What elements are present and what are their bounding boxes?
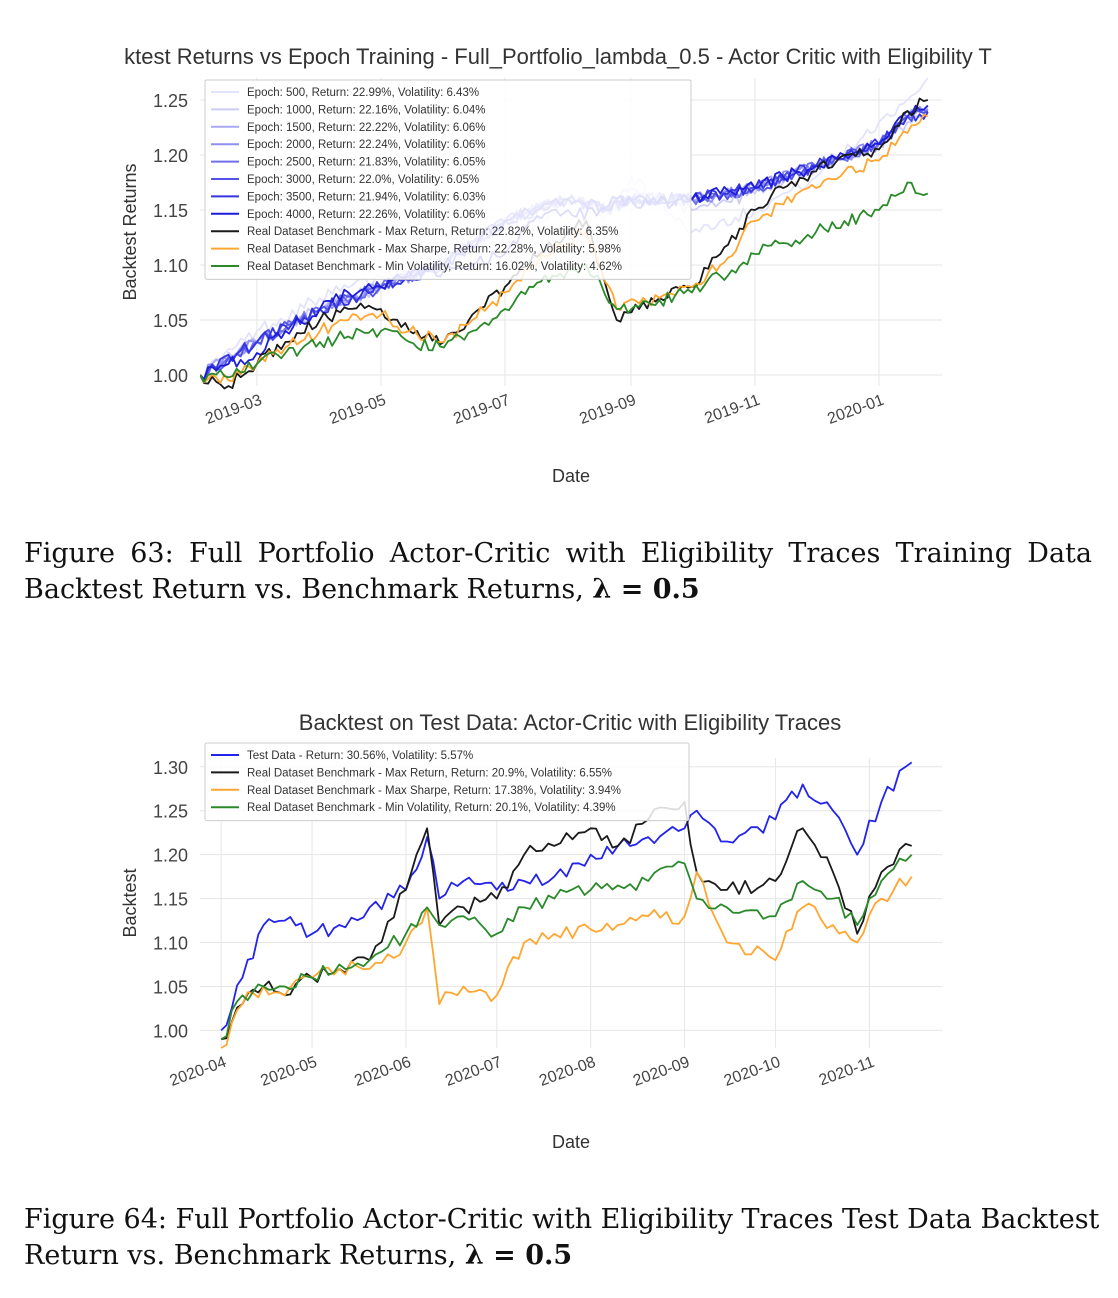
x-tick-label: 2020-04: [168, 1054, 229, 1090]
y-tick-label: 1.10: [153, 934, 188, 954]
x-tick-label: 2020-10: [722, 1054, 783, 1090]
legend-box: [204, 79, 692, 280]
x-tick-label: 2020-11: [817, 1054, 877, 1090]
legend: Epoch: 500, Return: 22.99%, Volatility: …: [204, 79, 692, 280]
series-line: [220, 761, 913, 1032]
x-tick-label: 2019-11: [702, 392, 762, 428]
y-tick-label: 1.05: [153, 311, 188, 331]
y-tick-label: 1.25: [153, 802, 188, 822]
y-tick-label: 1.25: [153, 91, 188, 111]
figure-63: 1.00 1.05 1.10 1.15 1.20 1.25 2019-03 2019-05 20…: [0, 0, 1118, 500]
legend-entry: Epoch: 2500, Return: 21.83%, Volatility:…: [247, 157, 485, 169]
caption-line-1: Figure 63: Full Portfolio Actor-Critic w…: [24, 538, 1092, 569]
y-tick-label: 1.05: [153, 977, 188, 997]
series-line: [220, 854, 913, 1040]
y-axis-label: Backtest Returns: [120, 163, 140, 300]
x-tick-label: 2020-01: [825, 392, 886, 428]
legend-entry: Epoch: 2000, Return: 22.24%, Volatility:…: [247, 139, 485, 151]
x-axis-label: Date: [552, 466, 590, 486]
x-tick-label: 2020-09: [631, 1054, 692, 1090]
series-line: [221, 801, 912, 1041]
chart-test-backtest: 1.00 1.05 1.10 1.15 1.20 1.25 1.30 2020-04 2020-…: [120, 710, 942, 1152]
x-tick-label: 2020-05: [258, 1054, 319, 1090]
y-tick-label: 1.15: [153, 201, 188, 221]
legend-entry: Real Dataset Benchmark - Max Sharpe, Ret…: [247, 785, 621, 797]
figure-64: 1.00 1.05 1.10 1.15 1.20 1.25 1.30 2020-04 2020-…: [0, 700, 1118, 1170]
y-tick-label: 1.15: [153, 890, 188, 910]
legend-entry: Epoch: 500, Return: 22.99%, Volatility: …: [247, 87, 479, 99]
legend-box: [204, 742, 690, 822]
y-tick-label: 1.20: [153, 846, 188, 866]
caption-lambda: λ = 0.5: [464, 1240, 573, 1271]
x-tick-label: 2020-06: [352, 1054, 413, 1090]
legend-entry: Test Data - Return: 30.56%, Volatility: …: [247, 750, 473, 762]
x-tick-label: 2020-08: [537, 1054, 598, 1090]
caption-lambda: λ = 0.5: [592, 574, 700, 605]
legend-entry: Real Dataset Benchmark - Max Return, Ret…: [247, 767, 612, 779]
legend-entry: Epoch: 3000, Return: 22.0%, Volatility: …: [247, 174, 479, 186]
legend-entry: Real Dataset Benchmark - Min Volatility,…: [247, 802, 616, 814]
caption-line-2: Backtest Return vs. Benchmark Returns,: [24, 574, 593, 605]
y-tick-label: 1.10: [153, 256, 188, 276]
y-tick-label: 1.00: [153, 366, 188, 386]
series-group: [220, 761, 913, 1049]
caption-line-2: Return vs. Benchmark Returns,: [24, 1240, 465, 1271]
legend: Test Data - Return: 30.56%, Volatility: …: [204, 742, 690, 822]
legend-entry: Epoch: 1500, Return: 22.22%, Volatility:…: [247, 122, 485, 134]
x-tick-label: 2019-03: [203, 392, 264, 428]
x-tick-label: 2019-07: [451, 392, 512, 428]
legend-entry: Real Dataset Benchmark - Max Return, Ret…: [247, 226, 618, 238]
y-tick-label: 1.30: [153, 758, 188, 778]
caption-line-1: Figure 64: Full Portfolio Actor-Critic w…: [24, 1204, 1100, 1235]
figure-64-caption: Figure 64: Full Portfolio Actor-Critic w…: [24, 1202, 1100, 1274]
y-tick-label: 1.20: [153, 146, 188, 166]
legend-entry: Epoch: 3500, Return: 21.94%, Volatility:…: [247, 191, 485, 203]
chart-title: ktest Returns vs Epoch Training - Full_P…: [124, 44, 992, 69]
legend-entry: Real Dataset Benchmark - Max Sharpe, Ret…: [247, 244, 621, 256]
y-tick-label: 1.00: [153, 1021, 188, 1041]
x-tick-label: 2019-09: [577, 392, 638, 428]
figure-63-caption: Figure 63: Full Portfolio Actor-Critic w…: [24, 536, 1092, 608]
legend-entry: Epoch: 1000, Return: 22.16%, Volatility:…: [247, 104, 485, 116]
chart-training-backtest: 1.00 1.05 1.10 1.15 1.20 1.25 2019-03 2019-05 20…: [120, 44, 992, 486]
y-axis-label: Backtest: [120, 868, 140, 937]
x-tick-label: 2019-05: [327, 392, 388, 428]
x-axis-label: Date: [552, 1132, 590, 1152]
legend-entry: Real Dataset Benchmark - Min Volatility,…: [247, 261, 622, 273]
series-line: [220, 871, 913, 1049]
x-tick-label: 2020-07: [443, 1054, 504, 1090]
chart-title: Backtest on Test Data: Actor-Critic with…: [299, 710, 841, 735]
legend-entry: Epoch: 4000, Return: 22.26%, Volatility:…: [247, 209, 485, 221]
